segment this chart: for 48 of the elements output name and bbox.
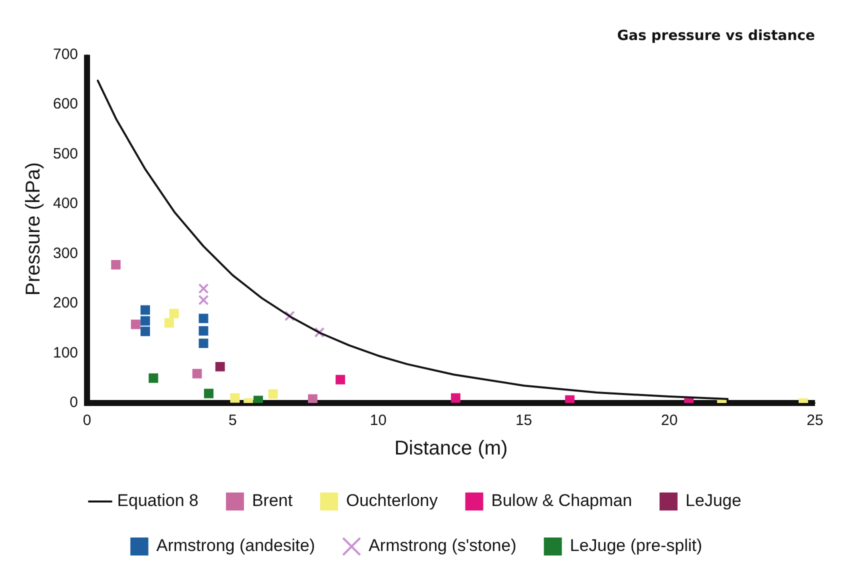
x-axis-title: Distance (m)	[394, 438, 508, 460]
x-tick-label: 5	[228, 412, 237, 430]
point	[192, 368, 202, 378]
y-tick-label: 200	[52, 294, 78, 312]
point	[198, 326, 208, 336]
y-axis-title: Pressure (kPa)	[22, 162, 45, 296]
point	[254, 396, 263, 403]
point	[336, 374, 346, 384]
chart-title: Gas pressure vs distance	[617, 28, 815, 44]
point	[148, 373, 158, 383]
point	[140, 326, 150, 336]
point	[140, 305, 150, 315]
legend-label: Armstrong (andesite)	[156, 536, 316, 556]
legend-label: LeJuge (pre-split)	[570, 536, 702, 556]
y-tick-label: 100	[52, 344, 78, 362]
point	[204, 388, 214, 398]
point	[198, 314, 208, 324]
y-tick-label: 400	[52, 195, 78, 212]
y-tick-label: 700	[52, 46, 78, 63]
y-tick-label: 300	[52, 244, 78, 262]
point	[284, 310, 295, 322]
y-tick-label: 500	[52, 145, 78, 162]
x-tick-label: 10	[370, 412, 387, 430]
legend-label: LeJuge	[686, 491, 742, 510]
point	[308, 394, 318, 403]
point	[140, 316, 150, 326]
x-tick-label: 20	[661, 412, 678, 430]
point	[198, 338, 208, 348]
point	[164, 318, 174, 328]
point	[111, 260, 121, 270]
legend-label: Ouchterlony	[346, 491, 438, 510]
point	[450, 393, 460, 403]
point	[565, 395, 575, 403]
point	[169, 308, 179, 318]
point	[215, 362, 225, 372]
point	[230, 393, 240, 403]
legend-label: Armstrong (s'stone)	[368, 536, 516, 556]
point	[268, 389, 278, 399]
y-tick-label: 0	[70, 394, 78, 412]
legend-label: Brent	[252, 491, 293, 510]
x-tick-label: 25	[806, 412, 824, 430]
point	[130, 320, 140, 330]
legend-label: Equation 8	[117, 491, 198, 510]
y-tick-label: 600	[52, 96, 78, 113]
x-tick-label: 15	[515, 412, 532, 430]
legend-label: Bulow & Chapman	[491, 491, 632, 510]
point	[314, 327, 325, 338]
x-tick-label: 0	[82, 412, 92, 430]
